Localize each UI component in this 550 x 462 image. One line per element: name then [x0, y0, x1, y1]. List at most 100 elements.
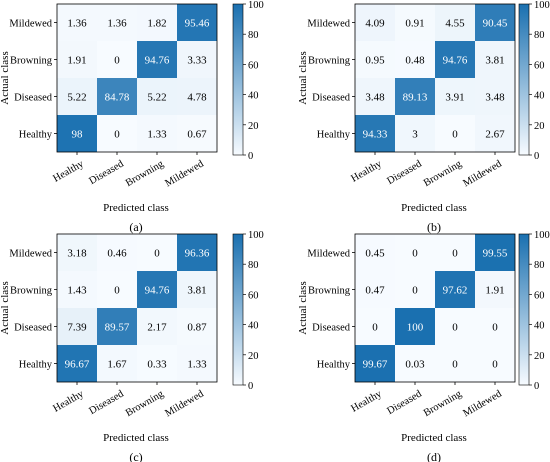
colorbar-tick-label: 40	[248, 321, 259, 332]
cell-value-label: 0.45	[365, 248, 385, 260]
cell-value-label: 3.48	[365, 92, 385, 104]
cell-value-label: 5.22	[67, 92, 86, 104]
colorbar	[233, 4, 243, 155]
colorbar-tick-label: 100	[534, 230, 550, 241]
y-tick-label: Healthy	[317, 130, 351, 141]
cell-value-label: 1.82	[147, 18, 166, 30]
cell-value-label: 3	[412, 129, 418, 141]
y-axis-label: Actual class	[0, 51, 11, 104]
y-tick-label: Browning	[10, 56, 53, 67]
cell-value-label: 1.67	[107, 359, 127, 371]
x-tick-label: Browning	[422, 158, 465, 189]
cell-value-label: 96.36	[185, 248, 210, 260]
x-tick-label: Mildewed	[461, 158, 504, 189]
y-tick-label: Browning	[308, 286, 351, 297]
x-tick-label: Healthy	[51, 158, 86, 185]
cell-value-label: 0	[114, 129, 120, 141]
cell-value-label: 99.67	[363, 359, 388, 371]
colorbar-tick-label: 80	[248, 260, 259, 271]
cell-value-label: 2.67	[485, 129, 505, 141]
confusion-matrix-panel: 4.09 0.91 4.55 90.45 0.95 0.48 94.76 3.81 3.48 89…	[297, 0, 550, 234]
y-tick-label: Healthy	[19, 130, 53, 141]
colorbar-tick-label: 20	[248, 121, 259, 132]
cell-value-label: 0	[412, 248, 418, 260]
cell-value-label: 98	[72, 129, 84, 141]
cell-value-label: 0.47	[365, 285, 385, 297]
cell-value-label: 0.48	[405, 55, 425, 67]
x-tick-label: Healthy	[349, 158, 384, 185]
colorbar-tick-label: 80	[248, 30, 259, 41]
colorbar-tick-label: 0	[534, 381, 539, 392]
y-tick-label: Diseased	[14, 323, 53, 334]
cell-value-label: 94.76	[145, 55, 170, 67]
cell-value-label: 96.67	[65, 359, 90, 371]
cell-value-label: 1.36	[67, 18, 87, 30]
cell-value-label: 1.33	[147, 129, 167, 141]
cell-value-label: 0.03	[405, 359, 425, 371]
x-tick-label: Browning	[422, 388, 465, 419]
x-axis-label: Predicted class	[103, 202, 169, 214]
cell-value-label: 97.62	[443, 285, 468, 297]
y-tick-label: Browning	[308, 56, 351, 67]
x-tick-label: Browning	[124, 388, 167, 419]
panel-label: (d)	[427, 450, 441, 462]
colorbar-tick-label: 20	[534, 121, 545, 132]
y-tick-label: Mildewed	[307, 249, 350, 260]
cell-value-label: 94.76	[145, 285, 170, 297]
x-tick-label: Mildewed	[163, 388, 206, 419]
cell-value-label: 3.91	[445, 92, 464, 104]
colorbar	[233, 234, 243, 385]
x-tick-label: Mildewed	[163, 158, 206, 189]
x-tick-label: Browning	[124, 158, 167, 189]
colorbar-tick-label: 40	[248, 91, 259, 102]
cell-value-label: 95.46	[185, 18, 210, 30]
y-tick-label: Diseased	[14, 93, 53, 104]
colorbar	[519, 234, 529, 385]
cell-value-label: 0	[492, 359, 498, 371]
cell-value-label: 0.67	[187, 129, 207, 141]
x-tick-label: Healthy	[349, 388, 384, 415]
y-tick-label: Browning	[10, 286, 53, 297]
y-axis-label: Actual class	[297, 281, 309, 334]
colorbar	[519, 4, 529, 155]
y-tick-label: Diseased	[312, 323, 351, 334]
cell-value-label: 89.57	[105, 322, 130, 334]
colorbar-tick-label: 100	[248, 230, 264, 241]
colorbar-tick-label: 20	[248, 351, 259, 362]
cell-value-label: 0	[452, 248, 458, 260]
cell-value-label: 0	[452, 129, 458, 141]
x-axis-label: Predicted class	[103, 432, 169, 444]
x-tick-label: Healthy	[51, 388, 86, 415]
cell-value-label: 1.91	[485, 285, 504, 297]
cell-value-label: 1.43	[67, 285, 87, 297]
cell-value-label: 0	[452, 359, 458, 371]
colorbar-tick-label: 80	[534, 30, 545, 41]
panel-label: (b)	[427, 220, 441, 234]
cell-value-label: 0	[154, 248, 160, 260]
colorbar-tick-label: 0	[248, 381, 253, 392]
cell-value-label: 3.81	[187, 285, 206, 297]
y-tick-label: Mildewed	[9, 19, 52, 30]
colorbar-tick-label: 80	[534, 260, 545, 271]
x-tick-label: Mildewed	[461, 388, 504, 419]
cell-value-label: 3.18	[67, 248, 87, 260]
colorbar-tick-label: 60	[248, 60, 259, 71]
colorbar-tick-label: 20	[534, 351, 545, 362]
y-tick-label: Healthy	[317, 360, 351, 371]
cell-value-label: 7.39	[67, 322, 87, 334]
colorbar-tick-label: 100	[534, 0, 550, 11]
cell-value-label: 1.33	[187, 359, 207, 371]
cell-value-label: 4.78	[187, 92, 207, 104]
cell-value-label: 84.78	[105, 92, 130, 104]
x-axis-label: Predicted class	[401, 202, 467, 214]
y-axis-label: Actual class	[297, 51, 309, 104]
y-tick-label: Mildewed	[307, 19, 350, 30]
x-tick-label: Diseased	[87, 388, 126, 417]
panel-label: (a)	[129, 220, 142, 234]
colorbar-tick-label: 60	[534, 290, 545, 301]
confusion-matrix-panel: 3.18 0.46 0 96.361.43 0 94.76 3.817.39 89.57 2.1…	[0, 230, 264, 462]
cell-value-label: 0	[114, 285, 120, 297]
colorbar-tick-label: 0	[248, 151, 253, 162]
confusion-matrix-panel: 0.45 0 0 99.55 0.47 0 97.62 1.91 0 100 0 0 99.67 0.03…	[297, 230, 550, 462]
